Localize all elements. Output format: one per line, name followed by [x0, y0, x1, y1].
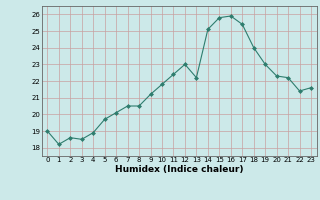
- X-axis label: Humidex (Indice chaleur): Humidex (Indice chaleur): [115, 165, 244, 174]
